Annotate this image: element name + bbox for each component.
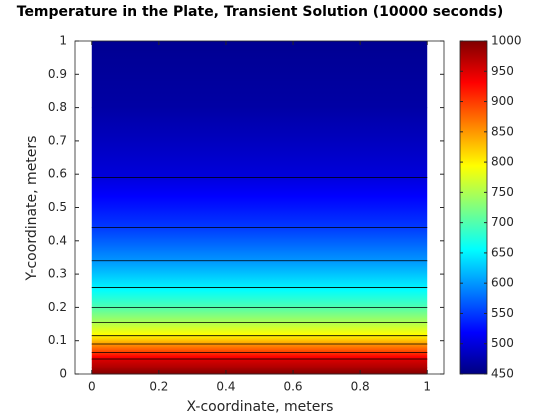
colorbar-tick-label: 850 [491,124,514,138]
heat-cell [91,41,428,109]
heat-cell [91,352,428,360]
colorbar-tick-label: 600 [491,276,514,290]
colorbar-tick-label: 700 [491,215,514,229]
colorbar-tick-label: 750 [491,185,514,199]
y-tick-label: 0.8 [48,100,67,114]
y-tick-label: 0.4 [48,233,67,247]
heat-cell [91,367,428,375]
colorbar-tick-label: 450 [491,367,514,381]
heat-cell [91,359,428,368]
y-tick-label: 0 [59,367,67,381]
heat-cell [91,344,428,353]
heat-cell [91,307,428,323]
colorbar-tick-label: 500 [491,336,514,350]
y-tick-label: 0.2 [48,300,67,314]
heat-cell [91,322,428,337]
heat-cell [91,287,428,308]
y-tick-label: 0.1 [48,333,67,347]
y-tick-label: 0.6 [48,167,67,181]
colorbar-tick-label: 550 [491,306,514,320]
heat-cell [91,177,428,228]
colorbar [460,41,487,374]
x-tick-label: 0 [88,380,96,394]
x-tick-label: 0.4 [216,380,235,394]
colorbar-tick-label: 950 [491,64,514,78]
colorbar-box [459,40,488,375]
y-tick-label: 0.5 [48,200,67,214]
y-tick-label: 0.7 [48,133,67,147]
heat-cell [91,260,428,288]
colorbar-tick-label: 900 [491,94,514,108]
heat-cell [91,107,428,179]
chart-title: Temperature in the Plate, Transient Solu… [17,4,503,20]
y-tick-label: 1 [59,34,67,48]
y-tick-label: 0.9 [48,67,67,81]
x-tick-label: 0.6 [283,380,302,394]
y-tick-label: 0.3 [48,267,67,281]
x-tick-label: 1 [423,380,431,394]
x-tick-label: 0.2 [149,380,168,394]
colorbar-tick-label: 1000 [491,34,522,48]
y-axis-label: Y-coordinate, meters [24,136,40,282]
colorbar-tick-label: 800 [491,155,514,169]
x-axis-label: X-coordinate, meters [187,399,334,415]
x-tick-label: 0.8 [351,380,370,394]
heat-cell [91,335,428,345]
heat-cell [91,227,428,262]
colorbar-tick-label: 650 [491,245,514,259]
